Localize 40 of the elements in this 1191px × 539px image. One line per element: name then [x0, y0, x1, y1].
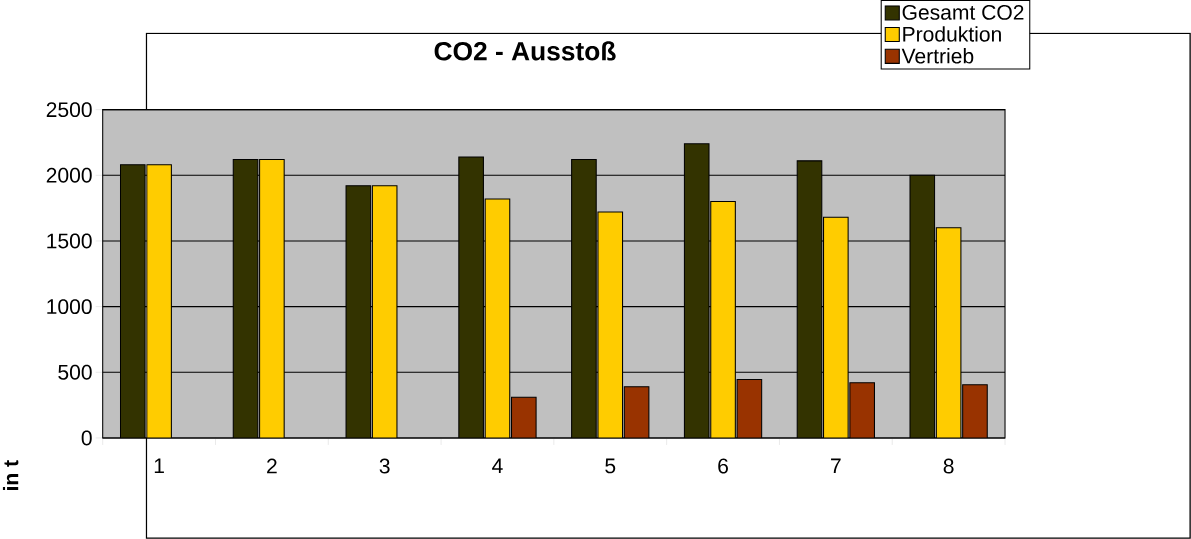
y-tick-label: 1500	[47, 233, 92, 249]
x-tick-label: 7	[831, 458, 841, 474]
x-tick-label: 2	[267, 458, 277, 474]
bar	[962, 384, 988, 438]
bar	[232, 159, 259, 438]
x-tick-label: 5	[605, 458, 616, 474]
bar	[458, 156, 484, 438]
bar	[683, 143, 710, 438]
bar	[623, 386, 650, 438]
bar	[571, 159, 597, 438]
y-tick-label: 1000	[47, 299, 92, 315]
x-tick-label: 6	[718, 458, 728, 474]
bar	[146, 164, 172, 438]
y-axis-title: in t	[2, 460, 19, 490]
bar	[119, 164, 146, 438]
legend-label: Vertrieb	[901, 48, 974, 64]
bar	[849, 382, 875, 438]
bar	[345, 185, 372, 438]
y-tick-label: 500	[58, 364, 92, 380]
x-tick-label: 4	[492, 458, 503, 474]
y-tick-label: 2500	[46, 102, 92, 118]
y-tick-label: 2000	[46, 167, 92, 183]
y-tick-label: 0	[81, 430, 92, 446]
bar	[909, 174, 936, 438]
bar	[823, 216, 849, 438]
bar	[371, 185, 398, 438]
x-tick-label: 3	[379, 458, 390, 474]
bar	[484, 198, 511, 438]
chart-title: CO2 - Ausstoß	[434, 41, 616, 61]
bar	[736, 378, 763, 438]
bar	[259, 159, 285, 438]
x-tick-label: 1	[154, 458, 164, 474]
bar	[935, 227, 962, 438]
bar	[710, 201, 736, 438]
x-tick-label: 8	[943, 458, 954, 474]
bar	[597, 211, 624, 438]
legend-label: Produktion	[903, 26, 1001, 42]
bar	[796, 160, 823, 438]
bar	[510, 396, 537, 438]
legend-label: Gesamt CO2	[902, 4, 1024, 20]
